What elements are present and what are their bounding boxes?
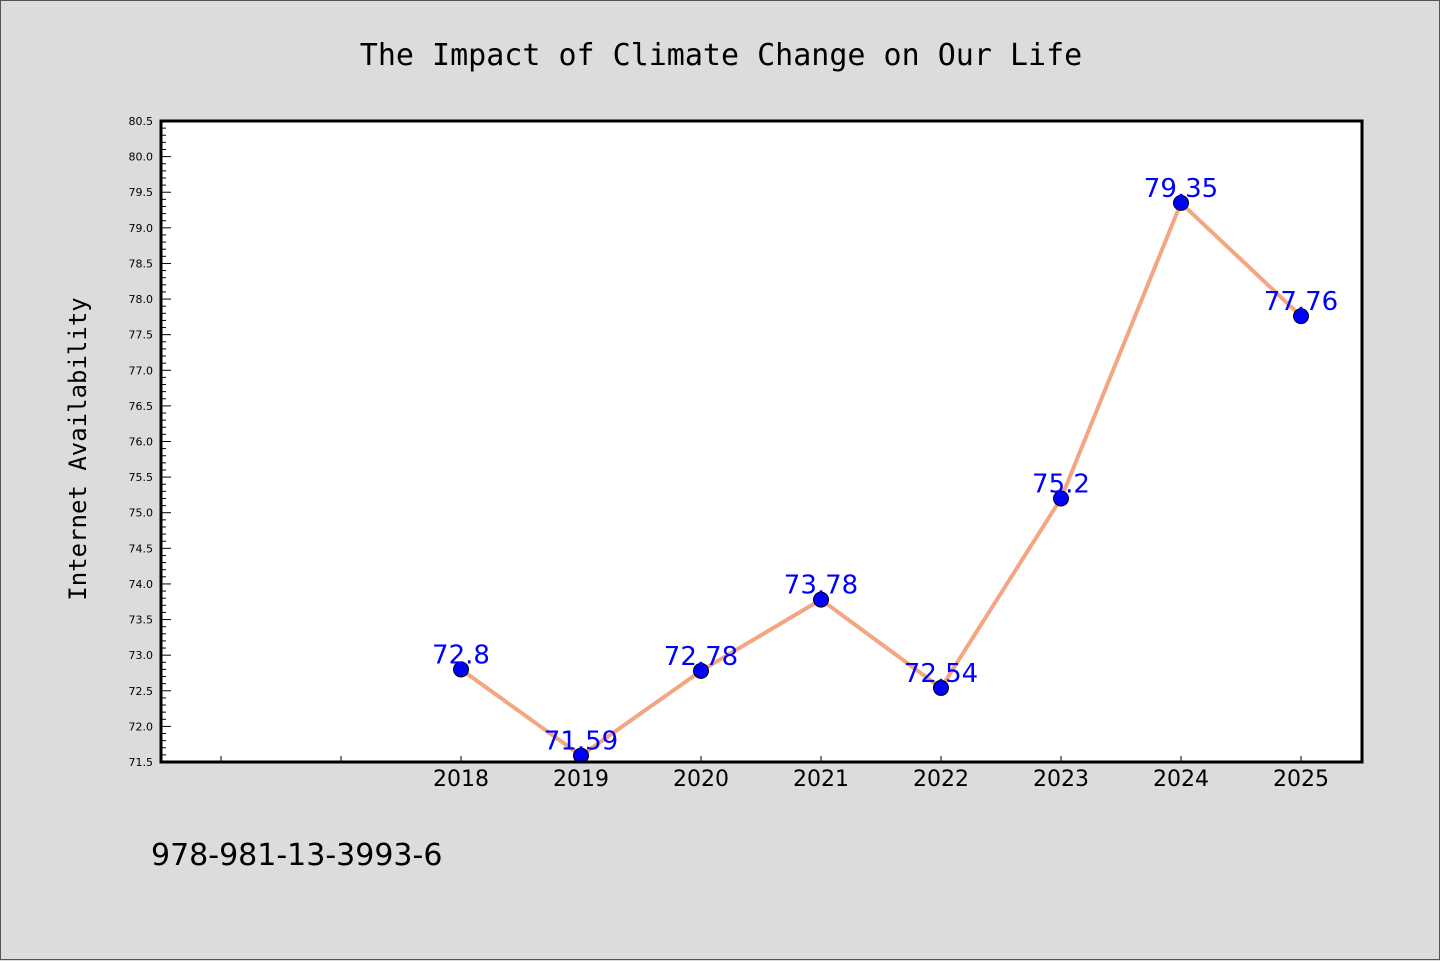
x-tick-label: 2023 xyxy=(1033,767,1089,792)
y-tick-label: 75.0 xyxy=(129,507,154,520)
y-tick-label: 74.0 xyxy=(129,578,154,591)
x-tick-label: 2018 xyxy=(433,767,489,792)
series-line-group: 72.8 71.59 72.78 73.78 72.54 75.2 79.35 77.76 xyxy=(432,174,1338,764)
x-tick-label: 2020 xyxy=(673,767,729,792)
data-point xyxy=(813,591,829,608)
data-point xyxy=(1293,308,1309,325)
data-label: 73.78 xyxy=(784,571,858,601)
x-tick-label: 2025 xyxy=(1273,767,1329,792)
y-tick-label: 78.5 xyxy=(129,257,154,270)
data-label: 72.78 xyxy=(664,642,738,672)
data-label: 77.76 xyxy=(1264,287,1338,317)
y-tick-label: 80.5 xyxy=(129,115,154,128)
data-point xyxy=(1053,490,1069,507)
data-point xyxy=(453,661,469,678)
data-label: 71.59 xyxy=(544,727,618,757)
plot-border xyxy=(159,119,1364,764)
y-tick-label: 79.0 xyxy=(129,222,154,235)
x-axis: 2018 2019 2020 2021 2022 2023 2024 2025 xyxy=(220,756,1329,792)
y-tick-label: 75.5 xyxy=(129,471,154,484)
data-label: 72.54 xyxy=(904,659,978,689)
y-tick-label: 73.0 xyxy=(129,649,154,662)
y-tick-label: 79.5 xyxy=(129,186,154,199)
y-tick-label: 80.0 xyxy=(129,151,154,164)
y-axis-label: Internet Availability xyxy=(64,297,92,600)
y-tick-label: 74.5 xyxy=(129,542,154,555)
y-tick-label: 77.5 xyxy=(129,329,154,342)
data-point xyxy=(693,662,709,679)
x-tick-label: 2019 xyxy=(553,767,609,792)
plot-area xyxy=(161,121,1362,762)
y-tick-label: 76.0 xyxy=(129,436,154,449)
chart-title: The Impact of Climate Change on Our Life xyxy=(360,38,1082,73)
isbn-footer: 978-981-13-3993-6 xyxy=(151,838,442,873)
y-tick-label: 72.5 xyxy=(129,685,154,698)
y-tick-label: 71.5 xyxy=(129,756,154,769)
y-tick-label: 72.0 xyxy=(129,720,154,733)
data-point xyxy=(1173,194,1189,211)
data-label: 72.8 xyxy=(432,640,490,670)
x-tick-label: 2022 xyxy=(913,767,969,792)
series-line xyxy=(459,200,1303,758)
data-point xyxy=(933,679,949,696)
y-tick-label: 77.0 xyxy=(129,364,154,377)
x-tick-label: 2024 xyxy=(1153,767,1209,792)
y-tick-label: 76.5 xyxy=(129,400,154,413)
y-tick-label: 78.0 xyxy=(129,293,154,306)
x-tick-label: 2021 xyxy=(793,767,849,792)
data-label: 79.35 xyxy=(1144,174,1218,204)
y-tick-label: 73.5 xyxy=(129,614,154,627)
data-label: 75.2 xyxy=(1032,469,1090,499)
